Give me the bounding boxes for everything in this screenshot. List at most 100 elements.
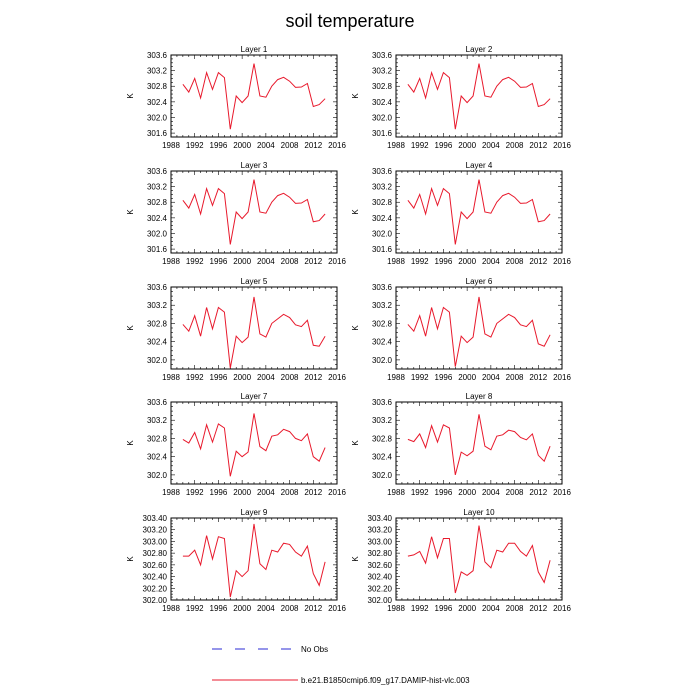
x-tick-label: 2000 [233,257,251,266]
x-tick-label: 1988 [387,141,405,150]
x-tick-label: 2016 [328,373,346,382]
y-tick-label: 301.6 [372,245,393,254]
y-axis-label: K [126,209,135,215]
x-tick-label: 2012 [529,604,547,613]
x-tick-label: 2016 [553,141,571,150]
x-tick-label: 2004 [482,141,500,150]
x-tick-label: 2008 [506,257,524,266]
x-tick-label: 1996 [210,604,228,613]
y-tick-label: 302.0 [147,356,168,365]
y-tick-label: 302.4 [147,98,168,107]
panel-title: Layer 6 [466,277,493,286]
x-tick-label: 1996 [435,257,453,266]
x-tick-label: 2012 [304,604,322,613]
y-axis-label: K [351,440,360,446]
y-axis-label: K [126,440,135,446]
x-tick-label: 2008 [506,141,524,150]
x-tick-label: 1988 [387,604,405,613]
y-axis-label: K [351,556,360,562]
x-tick-label: 2004 [257,604,275,613]
y-axis-label: K [126,93,135,99]
series-line [182,179,326,245]
y-axis-label: K [351,209,360,215]
y-tick-label: 303.2 [147,67,168,76]
x-tick-label: 2008 [281,488,299,497]
x-tick-label: 2008 [281,141,299,150]
x-tick-label: 2004 [482,373,500,382]
x-tick-label: 2004 [257,141,275,150]
legend-obs-label: No Obs [301,645,328,654]
x-tick-label: 1988 [162,257,180,266]
x-tick-label: 1996 [435,488,453,497]
x-tick-label: 1988 [387,257,405,266]
series-line [182,413,326,477]
x-tick-label: 2016 [328,488,346,497]
y-tick-label: 302.8 [372,198,393,207]
x-tick-label: 1992 [186,373,204,382]
x-tick-label: 2000 [458,257,476,266]
series-line [407,525,551,594]
x-tick-label: 2008 [281,373,299,382]
y-tick-label: 302.60 [368,561,393,570]
y-tick-label: 303.6 [147,398,168,407]
x-tick-label: 1996 [210,373,228,382]
x-tick-label: 2000 [458,604,476,613]
x-tick-label: 2008 [281,604,299,613]
y-tick-label: 302.00 [143,596,168,605]
panel-title: Layer 9 [241,508,268,517]
y-tick-label: 302.40 [143,573,168,582]
y-tick-label: 302.0 [372,229,393,238]
y-tick-label: 302.8 [372,82,393,91]
x-tick-label: 2012 [529,488,547,497]
x-tick-label: 1988 [162,373,180,382]
y-tick-label: 301.6 [372,129,393,138]
x-tick-label: 1988 [162,604,180,613]
series-line [407,63,551,130]
x-tick-label: 1988 [387,373,405,382]
series-line [407,179,551,245]
y-tick-label: 303.2 [147,183,168,192]
x-tick-label: 1996 [210,141,228,150]
plot-frame [395,54,563,138]
x-tick-label: 1992 [186,604,204,613]
x-tick-label: 2008 [506,604,524,613]
y-tick-label: 302.40 [368,573,393,582]
x-tick-label: 1988 [387,488,405,497]
main-title: soil temperature [285,11,414,31]
y-tick-label: 302.4 [147,214,168,223]
x-tick-label: 2012 [304,373,322,382]
chart-panel: Layer 7 K 1988 1992 1996 2000 2004 2008 2012 2016… [126,392,346,497]
x-tick-label: 2016 [328,604,346,613]
panels-group: Layer 1 K 1988 1992 1996 2000 2004 2008 2012 2016… [126,45,571,613]
x-tick-label: 2000 [458,373,476,382]
y-tick-label: 302.80 [368,549,393,558]
y-tick-label: 303.6 [372,51,393,60]
y-tick-label: 303.6 [147,51,168,60]
panel-title: Layer 8 [466,392,493,401]
y-tick-label: 303.00 [368,537,393,546]
chart-panel: Layer 6 K 1988 1992 1996 2000 2004 2008 2012 2016… [351,277,571,382]
y-tick-label: 303.40 [143,514,168,523]
y-tick-label: 303.6 [147,283,168,292]
x-tick-label: 2000 [233,141,251,150]
y-tick-label: 302.0 [147,229,168,238]
chart-panel: Layer 2 K 1988 1992 1996 2000 2004 2008 2012 2016… [351,45,571,150]
x-tick-label: 2004 [482,604,500,613]
panel-title: Layer 7 [241,392,268,401]
x-tick-label: 2012 [304,257,322,266]
y-tick-label: 302.4 [147,453,168,462]
plot-frame [395,170,563,254]
y-tick-label: 303.2 [372,183,393,192]
y-tick-label: 303.2 [147,416,168,425]
panel-title: Layer 10 [463,508,495,517]
chart-panel: Layer 3 K 1988 1992 1996 2000 2004 2008 2012 2016… [126,161,346,266]
panel-title: Layer 4 [466,161,493,170]
y-tick-label: 301.6 [147,245,168,254]
y-tick-label: 302.0 [372,356,393,365]
x-tick-label: 2008 [506,488,524,497]
chart-panel: Layer 4 K 1988 1992 1996 2000 2004 2008 2012 2016… [351,161,571,266]
x-tick-label: 1996 [435,604,453,613]
x-tick-label: 1992 [411,604,429,613]
y-axis-label: K [351,93,360,99]
